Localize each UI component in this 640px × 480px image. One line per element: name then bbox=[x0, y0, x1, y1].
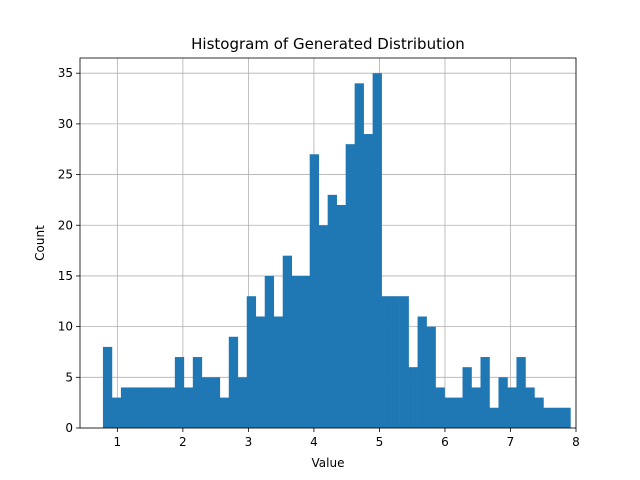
histogram-bar bbox=[327, 194, 337, 428]
histogram-bar bbox=[363, 134, 373, 428]
x-tick-label: 4 bbox=[310, 435, 318, 449]
y-tick-label: 0 bbox=[65, 421, 73, 435]
x-tick-label: 2 bbox=[179, 435, 187, 449]
histogram-bar bbox=[174, 357, 185, 428]
x-tick-label: 7 bbox=[507, 435, 515, 449]
histogram-bar bbox=[408, 367, 418, 428]
histogram-bar bbox=[210, 377, 221, 428]
histogram-bar bbox=[336, 204, 346, 428]
axis-ticks: 1 2 3 4 5 6 7 8 0 5 10 15 20 25 30 35 bbox=[58, 66, 580, 449]
histogram-bar bbox=[426, 326, 436, 428]
histogram-bar bbox=[192, 357, 203, 428]
histogram-bar bbox=[183, 387, 194, 428]
y-tick-label: 20 bbox=[58, 218, 73, 232]
histogram-bar bbox=[471, 387, 481, 428]
histogram-bars bbox=[102, 73, 571, 429]
histogram-bar bbox=[381, 296, 391, 428]
histogram-bar bbox=[435, 387, 445, 428]
histogram-bar bbox=[300, 275, 310, 428]
y-tick-label: 30 bbox=[58, 117, 73, 131]
y-tick-label: 15 bbox=[58, 269, 73, 283]
y-tick-label: 10 bbox=[58, 320, 73, 334]
histogram-bar bbox=[354, 83, 364, 428]
histogram-bar bbox=[102, 346, 113, 428]
histogram-bar bbox=[111, 397, 122, 428]
x-tick-label: 8 bbox=[572, 435, 580, 449]
histogram-bar bbox=[399, 296, 409, 428]
y-tick-label: 25 bbox=[58, 168, 73, 182]
chart-title: Histogram of Generated Distribution bbox=[191, 35, 465, 53]
y-tick-label: 5 bbox=[65, 370, 73, 384]
histogram-bar bbox=[165, 387, 176, 428]
histogram-bar bbox=[561, 407, 571, 428]
histogram-bar bbox=[318, 225, 328, 428]
histogram-bar bbox=[417, 316, 427, 428]
histogram-bar bbox=[255, 316, 266, 428]
histogram-bar bbox=[372, 73, 382, 429]
x-axis-label: Value bbox=[312, 456, 345, 470]
histogram-bar bbox=[543, 407, 553, 428]
histogram-bar bbox=[516, 357, 526, 428]
histogram-bar bbox=[480, 357, 490, 428]
histogram-bar bbox=[264, 275, 275, 428]
histogram-bar bbox=[246, 296, 257, 428]
histogram-bar bbox=[444, 397, 454, 428]
histogram-bar bbox=[129, 387, 140, 428]
histogram-bar bbox=[282, 255, 293, 428]
x-tick-label: 3 bbox=[245, 435, 253, 449]
x-tick-label: 6 bbox=[441, 435, 449, 449]
histogram-bar bbox=[525, 387, 535, 428]
histogram-bar bbox=[147, 387, 158, 428]
plot-frame bbox=[79, 57, 577, 429]
histogram-bar bbox=[453, 397, 463, 428]
y-axis-label: Count bbox=[33, 225, 47, 261]
histogram-bar bbox=[552, 407, 562, 428]
histogram-bar bbox=[291, 275, 302, 428]
histogram-bar bbox=[156, 387, 167, 428]
histogram-bar bbox=[498, 377, 508, 428]
histogram-bar bbox=[237, 377, 248, 428]
histogram-bar bbox=[120, 387, 131, 428]
histogram-bar bbox=[138, 387, 149, 428]
histogram-bar bbox=[228, 336, 239, 428]
histogram-bar bbox=[489, 407, 499, 428]
x-tick-label: 5 bbox=[376, 435, 384, 449]
histogram-bar bbox=[201, 377, 212, 428]
histogram-bar bbox=[345, 144, 355, 429]
y-tick-label: 35 bbox=[58, 66, 73, 80]
histogram-bar bbox=[309, 154, 319, 428]
histogram-bar bbox=[273, 316, 284, 428]
histogram-bar bbox=[219, 397, 230, 428]
x-tick-label: 1 bbox=[114, 435, 122, 449]
histogram-bar bbox=[534, 397, 544, 428]
histogram-bar bbox=[462, 367, 472, 428]
histogram-bar bbox=[507, 387, 517, 428]
histogram-bar bbox=[390, 296, 400, 428]
